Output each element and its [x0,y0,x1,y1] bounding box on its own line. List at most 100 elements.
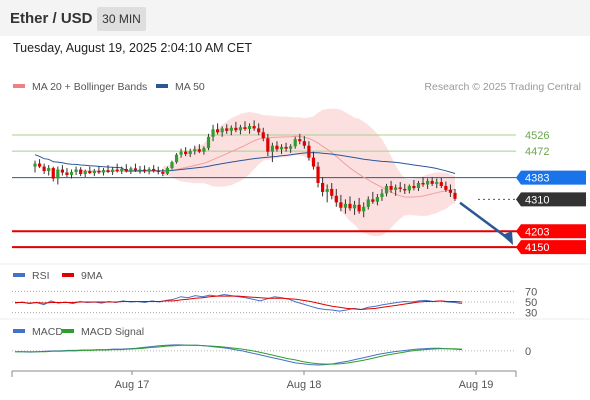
macd-level-label: 0 [525,346,531,358]
candle [289,146,293,149]
x-tick-label: Aug 17 [115,379,150,391]
candle [56,169,60,179]
level-tag-4383 [516,170,586,185]
candle [115,169,119,172]
macd-legend-swatch-1 [13,329,25,333]
candle [120,168,124,172]
candle [124,168,128,172]
candle [448,189,453,193]
rsi-legend-label-2: 9MA [81,270,103,282]
candle [398,187,402,189]
level-label-4310: 4310 [525,194,549,206]
candle [366,199,370,207]
legend-swatch-2 [156,84,168,88]
candle [384,185,389,194]
candle [371,199,375,202]
level-tag-4310 [516,192,586,207]
candle [421,182,425,185]
rsi-legend-swatch-2 [62,273,74,277]
candle [275,145,279,150]
candle [101,170,106,173]
candle [407,185,411,191]
candle [444,185,448,190]
candle [111,169,115,172]
candle [430,180,434,184]
level-label-4472: 4472 [525,146,549,158]
timeframe-button[interactable]: 30 MIN [97,7,146,31]
ma50-line [34,152,456,174]
candle [394,187,398,190]
candle [266,138,270,152]
candle [170,162,174,169]
x-tick-label: Aug 19 [459,379,494,391]
candle [279,146,284,150]
candle [243,127,247,130]
candle [92,170,96,174]
candle [69,171,74,175]
candle [206,136,211,149]
candle [165,168,169,174]
candle [234,127,238,131]
level-tag-4203 [516,224,586,239]
candle [97,170,101,173]
candle [83,171,87,175]
level-label-4203: 4203 [525,226,549,238]
candle [439,182,443,186]
legend-label-1: MA 20 + Bollinger Bands [32,81,147,93]
macd-series-1 [15,344,463,366]
candle [293,139,297,147]
candle [261,132,265,139]
candle [184,151,188,155]
candle [65,172,69,175]
candle [316,166,320,183]
rsi-series-1 [14,293,463,312]
candle [321,182,325,192]
candle [225,128,229,131]
rsi-level-label: 30 [525,308,537,320]
credit-text: Research © 2025 Trading Central [424,81,581,93]
x-tick-label: Aug 18 [287,379,322,391]
candle [229,127,233,131]
forecast-arrow-head [502,231,513,246]
candle [307,145,311,158]
level-tag-4150 [516,240,586,255]
candle [453,192,457,199]
candle [357,204,361,212]
candle [412,185,416,189]
candle [426,180,430,185]
timestamp: Tuesday, August 19, 2025 2:04:10 AM CET [13,41,253,55]
candle [174,154,179,163]
candle [389,185,393,190]
candle [33,163,37,167]
candle [74,169,78,172]
candle [79,169,83,175]
candle [334,195,338,203]
rsi-level-label: 70 [525,286,537,298]
candle [216,129,220,133]
candle [339,202,343,208]
candle [129,168,133,172]
candle [247,126,252,130]
title-bar: Ether / USD 30 MIN [0,0,590,36]
level-label-4526: 4526 [525,130,549,142]
macd-legend-label-2: MACD Signal [81,326,144,338]
candle [60,169,64,173]
macd-legend-swatch-2 [62,329,74,333]
rsi-legend-swatch-1 [13,273,25,277]
candle [138,169,142,171]
candle [211,129,215,137]
candle [42,166,46,172]
candle [284,146,288,149]
bollinger-band [162,108,456,237]
candle [416,182,421,189]
candle [156,170,160,172]
macd-legend-label-1: MACD [32,326,63,338]
legend-label-2: MA 50 [175,81,205,93]
candle [37,163,42,167]
candle [238,127,243,131]
candle [343,203,348,208]
candle [179,151,183,155]
legend-swatch-1 [13,84,25,88]
forecast-arrow [459,201,510,241]
candle [142,169,147,172]
